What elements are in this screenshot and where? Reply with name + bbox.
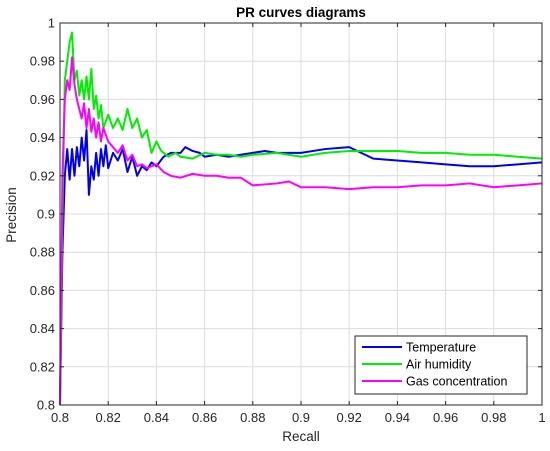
y-tick-label: 0.96	[30, 92, 55, 107]
y-tick-label: 1	[48, 16, 55, 31]
y-tick-label: 0.92	[30, 168, 55, 183]
y-axis-title: Precision	[4, 187, 19, 243]
series-line-1	[59, 128, 543, 406]
y-axis-ticks: 0.8 0.82 0.84 0.86 0.88 0.9 0.92 0.94 0.96 0.98 1	[30, 16, 542, 413]
y-tick-label: 0.9	[37, 207, 55, 222]
legend-label-3: Gas concentration	[406, 375, 507, 389]
x-tick-label: 0.96	[433, 410, 458, 425]
y-tick-label: 0.88	[30, 245, 55, 260]
legend: Temperature Air humidity Gas concentration	[354, 335, 528, 395]
x-tick-label: 0.88	[240, 410, 265, 425]
x-axis-title: Recall	[282, 429, 320, 444]
x-tick-label: 0.82	[96, 410, 121, 425]
series-line-2	[59, 31, 543, 406]
y-tick-label: 0.82	[30, 359, 55, 374]
x-tick-label: 0.92	[337, 410, 362, 425]
y-tick-label: 0.86	[30, 283, 55, 298]
x-tick-label: 0.8	[51, 410, 69, 425]
x-tick-label: 0.9	[292, 410, 310, 425]
x-axis-ticks: 0.8 0.82 0.84 0.86 0.88 0.9 0.92 0.94 0.96 0.98 1	[51, 23, 546, 425]
y-tick-label: 0.8	[37, 398, 55, 413]
y-tick-label: 0.94	[30, 130, 55, 145]
x-tick-label: 0.94	[385, 410, 410, 425]
x-tick-label: 1	[538, 410, 545, 425]
x-tick-label: 0.98	[481, 410, 506, 425]
legend-label-2: Air humidity	[406, 358, 472, 372]
x-tick-label: 0.84	[144, 410, 169, 425]
chart-title: PR curves diagrams	[236, 5, 366, 20]
y-tick-label: 0.98	[30, 54, 55, 69]
legend-label-1: Temperature	[406, 341, 476, 355]
y-tick-label: 0.84	[30, 321, 55, 336]
series-lines	[59, 31, 543, 406]
x-tick-label: 0.86	[192, 410, 217, 425]
series-line-3	[59, 56, 543, 406]
